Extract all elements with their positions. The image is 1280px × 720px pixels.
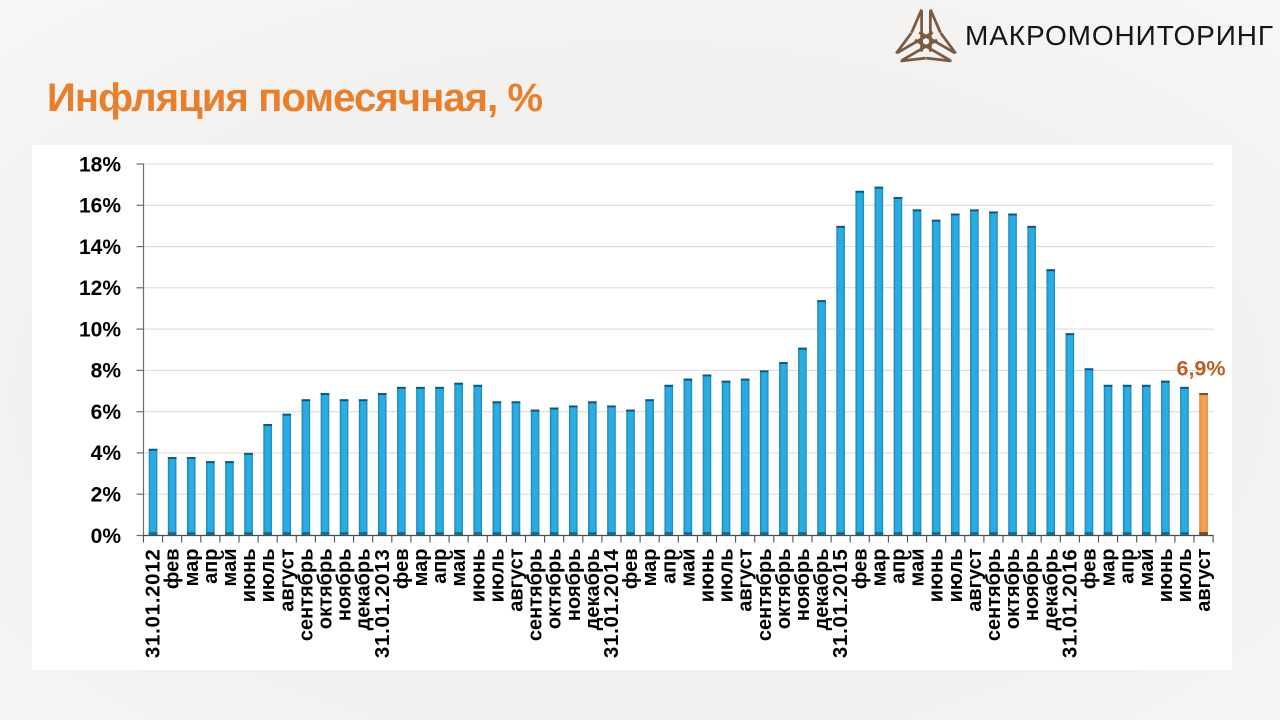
svg-text:май: май bbox=[1136, 549, 1158, 587]
svg-text:август: август bbox=[505, 548, 527, 611]
svg-text:ноябрь: ноябрь bbox=[334, 549, 356, 622]
svg-text:8%: 8% bbox=[91, 360, 122, 383]
svg-text:апр: апр bbox=[887, 549, 909, 584]
svg-text:август: август bbox=[276, 548, 298, 611]
svg-text:декабрь: декабрь bbox=[1040, 549, 1062, 631]
svg-text:сентябрь: сентябрь bbox=[295, 549, 317, 642]
svg-text:апр: апр bbox=[658, 549, 680, 584]
svg-text:мар: мар bbox=[639, 549, 661, 587]
svg-text:июнь: июнь bbox=[1155, 549, 1177, 603]
svg-text:июль: июль bbox=[1174, 549, 1196, 603]
svg-text:фев: фев bbox=[1078, 549, 1100, 590]
svg-text:май: май bbox=[907, 549, 929, 587]
svg-text:фев: фев bbox=[620, 549, 642, 590]
svg-text:октябрь: октябрь bbox=[773, 549, 795, 630]
svg-text:октябрь: октябрь bbox=[544, 549, 566, 630]
svg-text:31.01.2015: 31.01.2015 bbox=[829, 549, 852, 659]
svg-text:сентябрь: сентябрь bbox=[983, 549, 1005, 642]
svg-text:фев: фев bbox=[162, 549, 184, 590]
svg-text:июль: июль bbox=[945, 549, 967, 603]
svg-text:сентябрь: сентябрь bbox=[754, 549, 776, 642]
svg-text:октябрь: октябрь bbox=[314, 549, 336, 630]
svg-text:фев: фев bbox=[849, 549, 871, 590]
svg-text:12%: 12% bbox=[79, 277, 121, 300]
svg-text:июнь: июнь bbox=[696, 549, 718, 603]
svg-text:фев: фев bbox=[391, 549, 413, 590]
svg-text:31.01.2016: 31.01.2016 bbox=[1058, 549, 1081, 659]
svg-text:август: август bbox=[735, 548, 757, 611]
svg-text:июнь: июнь bbox=[238, 549, 260, 603]
svg-text:16%: 16% bbox=[79, 195, 121, 218]
svg-text:6,9%: 6,9% bbox=[1176, 357, 1225, 381]
svg-text:июль: июль bbox=[486, 549, 508, 603]
svg-text:июнь: июнь bbox=[926, 549, 948, 603]
svg-text:мар: мар bbox=[1098, 549, 1120, 587]
svg-text:10%: 10% bbox=[79, 318, 121, 341]
svg-text:декабрь: декабрь bbox=[582, 549, 604, 631]
svg-text:0%: 0% bbox=[91, 525, 122, 548]
svg-text:6%: 6% bbox=[91, 401, 122, 424]
svg-text:октябрь: октябрь bbox=[1002, 549, 1024, 630]
svg-text:июнь: июнь bbox=[467, 549, 489, 603]
svg-text:апр: апр bbox=[1117, 549, 1139, 584]
svg-text:2%: 2% bbox=[91, 484, 122, 507]
svg-text:мар: мар bbox=[181, 549, 203, 587]
svg-text:август: август bbox=[964, 548, 986, 611]
svg-text:май: май bbox=[448, 549, 470, 587]
svg-text:декабрь: декабрь bbox=[811, 549, 833, 631]
svg-text:мар: мар bbox=[868, 549, 890, 587]
svg-text:июль: июль bbox=[716, 549, 738, 603]
svg-text:31.01.2013: 31.01.2013 bbox=[371, 549, 394, 659]
svg-text:мар: мар bbox=[410, 549, 432, 587]
svg-text:31.01.2014: 31.01.2014 bbox=[600, 549, 623, 659]
svg-text:май: май bbox=[219, 549, 241, 587]
svg-text:4%: 4% bbox=[91, 442, 122, 465]
svg-text:ноябрь: ноябрь bbox=[792, 549, 814, 622]
svg-text:май: май bbox=[677, 549, 699, 587]
svg-text:апр: апр bbox=[429, 549, 451, 584]
svg-text:июль: июль bbox=[257, 549, 279, 603]
svg-text:14%: 14% bbox=[79, 236, 121, 259]
svg-text:18%: 18% bbox=[79, 153, 121, 176]
svg-text:31.01.2012: 31.01.2012 bbox=[142, 549, 165, 659]
svg-text:сентябрь: сентябрь bbox=[525, 549, 547, 642]
svg-text:ноябрь: ноябрь bbox=[1021, 549, 1043, 622]
svg-text:апр: апр bbox=[200, 549, 222, 584]
svg-text:ноябрь: ноябрь bbox=[563, 549, 585, 622]
svg-text:август: август bbox=[1193, 548, 1215, 611]
svg-text:декабрь: декабрь bbox=[353, 549, 375, 631]
